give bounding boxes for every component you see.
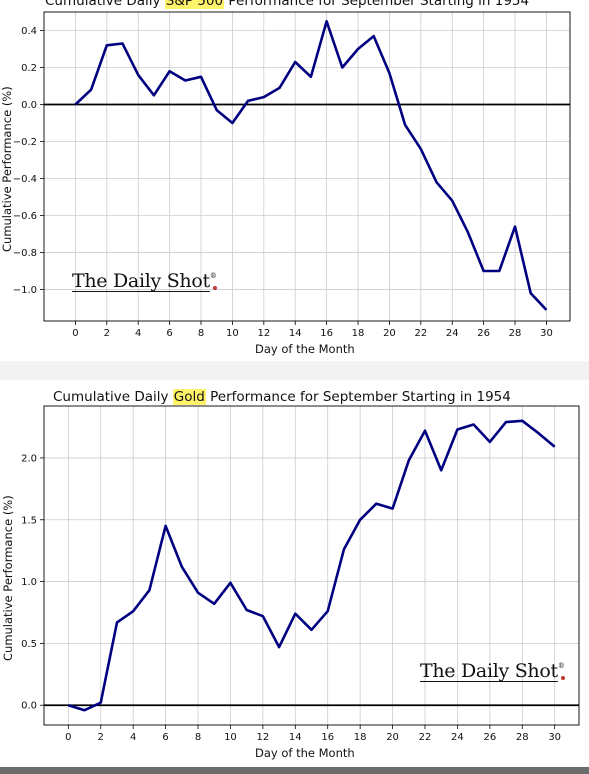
x-axis-label: Day of the Month: [255, 342, 355, 356]
x-tick-label: 16: [320, 328, 333, 339]
panel-separator: [0, 361, 589, 380]
x-tick-label: 12: [256, 732, 269, 743]
y-tick-label: 0.4: [21, 26, 37, 37]
sp500-chart-svg: 0 2 4 6 8 10 12 14 16 18 20 22 24 26 28 30−1.0−0.8−0.6−…: [13, 11, 571, 339]
x-tick-label: 18: [352, 328, 365, 339]
plot-frame: [43, 11, 571, 322]
series-line: [67, 419, 556, 712]
window-bottom-bar: [0, 767, 589, 774]
y-tick-label: −1.0: [13, 285, 37, 296]
logo-text: Shot: [514, 660, 558, 682]
x-tick-label: 20: [383, 328, 396, 339]
x-tick-label: 2: [104, 328, 110, 339]
x-tick-label: 10: [224, 732, 237, 743]
title-text: Performance for September Starting in 19…: [224, 0, 530, 9]
title-text: Cumulative Daily: [45, 0, 165, 9]
y-tick-label: 1.5: [21, 515, 37, 526]
y-tick-label: 0.2: [21, 63, 37, 74]
logo-text: Shot: [166, 270, 210, 292]
x-tick-label: 30: [540, 328, 553, 339]
x-tick-label: 24: [451, 732, 464, 743]
x-tick-label: 16: [321, 732, 334, 743]
logo-dot-icon: [212, 286, 217, 290]
x-tick-label: 20: [386, 732, 399, 743]
x-tick-label: 0: [72, 328, 78, 339]
y-tick-label: 0.5: [21, 639, 37, 650]
gold-chart-svg: 0 2 4 6 8 10 12 14 16 18 20 22 24 26 28 300.00.51.01.52…: [21, 405, 580, 743]
series-line: [74, 19, 548, 311]
y-tick-label: −0.2: [13, 137, 37, 148]
x-tick-label: 28: [509, 328, 522, 339]
x-tick-label: 4: [135, 328, 141, 339]
chart-title: Cumulative Daily Gold Performance for Se…: [53, 389, 511, 405]
x-tick-label: 6: [162, 732, 168, 743]
y-tick-label: 1.0: [21, 577, 37, 588]
y-tick-label: −0.8: [13, 248, 37, 259]
logo-text: The Daily: [420, 660, 515, 682]
x-tick-label: 8: [195, 732, 201, 743]
title-highlight: Gold: [172, 389, 206, 405]
y-axis-label: Cumulative Performance (%): [1, 495, 15, 661]
sp500-chart-panel: Cumulative Daily S&P 500 Performance for…: [0, 0, 589, 360]
y-tick-label: 0.0: [21, 701, 37, 712]
x-tick-label: 14: [289, 732, 302, 743]
logo-text: The Daily: [72, 270, 167, 292]
logo-dot-icon: [560, 676, 565, 680]
x-tick-label: 24: [446, 328, 459, 339]
chart-title: Cumulative Daily S&P 500 Performance for…: [45, 0, 529, 9]
x-tick-label: 12: [257, 328, 270, 339]
x-tick-label: 6: [166, 328, 172, 339]
the-daily-shot-logo: The Daily Shot®: [420, 660, 565, 682]
plot-frame: [43, 405, 580, 726]
x-tick-label: 14: [289, 328, 302, 339]
title-text: Cumulative Daily: [53, 389, 173, 405]
x-tick-label: 2: [98, 732, 104, 743]
y-axis-label: Cumulative Performance (%): [0, 86, 14, 252]
y-tick-label: −0.6: [13, 211, 37, 222]
gold-chart-panel: Cumulative Daily Gold Performance for Se…: [0, 382, 589, 767]
x-tick-label: 28: [516, 732, 529, 743]
x-tick-label: 22: [414, 328, 427, 339]
logo-mark: ®: [557, 662, 565, 670]
x-tick-label: 30: [548, 732, 561, 743]
x-tick-label: 8: [198, 328, 204, 339]
x-tick-label: 4: [130, 732, 136, 743]
x-axis-label: Day of the Month: [255, 746, 355, 760]
x-tick-label: 26: [483, 732, 496, 743]
y-tick-label: 2.0: [21, 453, 37, 464]
x-tick-label: 18: [354, 732, 367, 743]
x-tick-label: 22: [419, 732, 432, 743]
title-highlight: S&P 500: [164, 0, 225, 9]
x-tick-label: 0: [65, 732, 71, 743]
x-tick-label: 26: [477, 328, 490, 339]
title-text: Performance for September Starting in 19…: [205, 389, 511, 405]
the-daily-shot-logo: The Daily Shot®: [72, 270, 217, 292]
logo-mark: ®: [209, 272, 217, 280]
y-tick-label: 0.0: [21, 100, 37, 111]
x-tick-label: 10: [226, 328, 239, 339]
y-tick-label: −0.4: [13, 174, 37, 185]
